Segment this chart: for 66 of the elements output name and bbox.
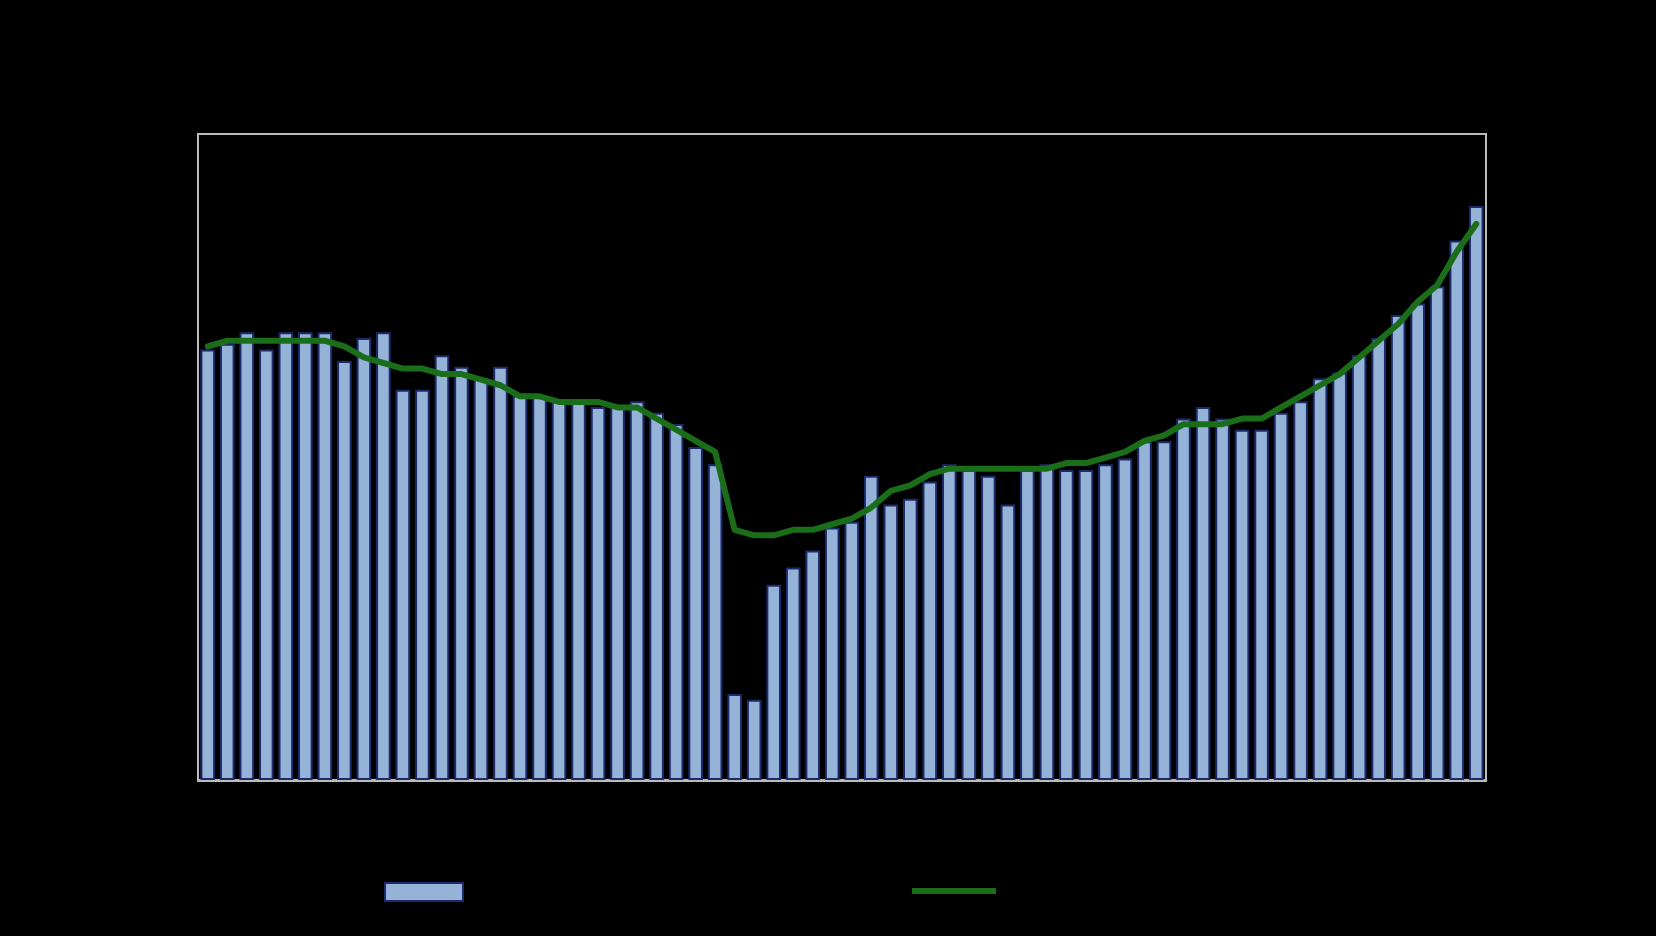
bar — [1371, 338, 1386, 780]
bar — [727, 693, 742, 780]
bar — [668, 424, 684, 780]
bar — [1098, 464, 1113, 780]
bar — [1195, 406, 1211, 780]
bar — [746, 699, 762, 780]
bar — [1117, 458, 1133, 780]
bar — [278, 332, 294, 780]
bar — [434, 355, 450, 780]
bar — [219, 343, 235, 780]
bar — [1078, 470, 1094, 780]
bar — [1351, 355, 1367, 780]
bar — [395, 389, 411, 780]
bar — [824, 527, 840, 780]
bar — [415, 389, 430, 780]
bar — [707, 464, 723, 780]
bar — [902, 498, 918, 780]
bar — [1312, 378, 1328, 780]
bar — [376, 332, 391, 780]
bar — [1254, 429, 1269, 780]
bar — [473, 378, 489, 780]
bar — [1293, 401, 1308, 780]
bar — [551, 401, 567, 780]
bar — [454, 366, 469, 780]
bar — [883, 504, 899, 780]
bar — [922, 481, 938, 780]
bar — [785, 567, 801, 780]
bar — [610, 406, 625, 780]
bar — [590, 406, 606, 780]
bar — [298, 332, 313, 780]
bar — [688, 447, 703, 780]
bar — [1215, 418, 1230, 780]
bar — [863, 475, 879, 780]
bar — [1273, 412, 1289, 780]
bar — [942, 464, 957, 780]
bar — [1137, 441, 1152, 780]
bar — [317, 332, 333, 780]
bar — [961, 470, 977, 780]
bar — [1059, 470, 1074, 780]
bar — [805, 550, 821, 780]
bar — [981, 475, 996, 780]
bar — [532, 395, 547, 780]
bar — [766, 584, 782, 780]
bar — [1000, 504, 1016, 780]
bar — [1429, 286, 1445, 780]
bar — [1332, 372, 1347, 780]
bar — [1449, 240, 1465, 780]
bar — [512, 395, 528, 780]
bar — [1176, 418, 1191, 780]
bar — [649, 412, 664, 780]
bar — [571, 401, 586, 780]
bar — [239, 332, 255, 780]
bar — [629, 401, 645, 780]
bar — [1468, 206, 1484, 780]
bar — [493, 366, 508, 780]
bar — [844, 521, 860, 780]
bar — [200, 349, 216, 780]
bar — [1410, 303, 1426, 780]
bar — [1156, 441, 1172, 780]
bar — [356, 338, 372, 780]
bar — [1039, 464, 1055, 780]
bar — [1020, 470, 1035, 780]
bar — [337, 360, 352, 780]
bar — [1234, 429, 1250, 780]
bar — [1390, 315, 1406, 780]
bar — [258, 349, 274, 780]
